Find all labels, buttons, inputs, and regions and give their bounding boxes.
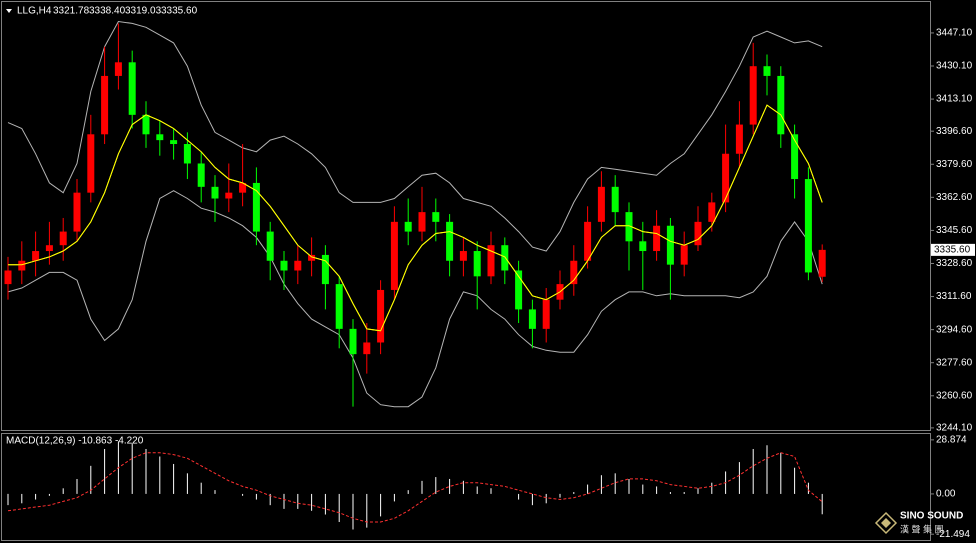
candle-body — [763, 66, 771, 76]
candle-body — [390, 221, 398, 290]
candle-body — [570, 260, 578, 285]
candle-body — [791, 134, 799, 180]
candle-body — [183, 144, 191, 164]
y-tick-label: 3379.60 — [936, 159, 973, 170]
y-tick-label: 3345.60 — [936, 225, 973, 236]
candle-body — [266, 231, 274, 261]
bollinger-band — [7, 20, 823, 252]
y-tick-label: 3277.60 — [936, 357, 973, 368]
candle-body — [432, 212, 440, 222]
candle-body — [404, 221, 412, 232]
candle-body — [45, 245, 53, 252]
macd-tick-label: -21.494 — [936, 529, 970, 540]
candle-body — [128, 62, 136, 115]
candle-body — [114, 62, 122, 76]
candle-body — [377, 289, 385, 343]
symbol-title: LLG,H4 — [17, 6, 52, 17]
y-tick-label: 3328.60 — [936, 258, 973, 269]
y-tick-label: 3413.10 — [936, 94, 973, 105]
macd-tick-label: 28.874 — [936, 434, 967, 445]
candle-body — [473, 251, 481, 277]
candle-body — [335, 284, 343, 329]
candle-body — [680, 245, 688, 265]
moving-average — [8, 104, 823, 332]
candle-body — [639, 241, 647, 252]
macd-tick-label: 0.00 — [936, 489, 956, 500]
candle-body — [694, 221, 702, 246]
brand: SINO SOUND — [900, 511, 963, 522]
watermark: SINO SOUND 漢 聲 集 團 — [874, 511, 963, 535]
candle-body — [666, 225, 674, 265]
candle-body — [735, 124, 743, 154]
logo-core — [881, 518, 891, 528]
candle-body — [225, 192, 233, 199]
main-panel-frame — [1, 1, 931, 431]
bollinger-band — [7, 190, 823, 408]
y-tick-label: 3447.10 — [936, 28, 973, 39]
candle-body — [280, 260, 288, 271]
candle-body — [363, 342, 371, 355]
candle-body — [597, 186, 605, 222]
bar-close: 3335.60 — [161, 6, 198, 17]
candle-body — [818, 249, 826, 277]
current-price-label: 3335.60 — [934, 245, 971, 256]
candle-body — [501, 245, 509, 271]
candle-body — [515, 270, 523, 310]
candle-body — [252, 182, 260, 232]
candle-body — [722, 153, 730, 203]
candle-body — [101, 75, 109, 135]
y-tick-label: 3362.60 — [936, 192, 973, 203]
candle-body — [73, 192, 81, 232]
candle-body — [418, 212, 426, 232]
candle-body — [156, 134, 164, 141]
candle-body — [4, 270, 12, 285]
candle-body — [170, 140, 178, 145]
bar-high: 3338.40 — [89, 6, 126, 17]
brand-subtitle: 漢 聲 集 團 — [900, 523, 944, 534]
y-tick-label: 3311.60 — [936, 291, 972, 302]
candle-body — [308, 254, 316, 261]
candle-body — [653, 225, 661, 252]
candle-body — [528, 309, 536, 329]
y-tick-label: 3396.60 — [936, 126, 973, 137]
current-price-box — [931, 243, 975, 256]
menu-arrow[interactable] — [6, 9, 12, 13]
candle-body — [584, 221, 592, 261]
candle-body — [211, 186, 219, 199]
candle-body — [239, 182, 247, 193]
macd-signal — [7, 452, 823, 523]
logo — [874, 511, 898, 535]
candle-body — [59, 231, 67, 246]
candle-body — [804, 179, 812, 273]
y-tick-label: 3430.10 — [936, 61, 973, 72]
candle-body — [294, 260, 302, 271]
candle-body — [197, 163, 205, 187]
candle-body — [542, 299, 550, 329]
candle-body — [459, 251, 467, 261]
candle-body — [625, 212, 633, 242]
candle-body — [708, 202, 716, 222]
candle-body — [142, 114, 150, 135]
candle-body — [446, 221, 454, 261]
macd-panel-frame — [1, 433, 931, 541]
candle-body — [611, 186, 619, 213]
candle-body — [349, 328, 357, 355]
bar-open: 3321.78 — [53, 6, 90, 17]
candle-body — [87, 134, 95, 193]
candle-body — [321, 254, 329, 285]
y-tick-label: 3294.60 — [936, 324, 973, 335]
candle-body — [487, 245, 495, 277]
candle-body — [32, 251, 40, 261]
candle-body — [749, 66, 757, 125]
bar-low: 3319.03 — [125, 6, 162, 17]
candle-body — [18, 260, 26, 271]
y-tick-label: 3244.10 — [936, 423, 973, 434]
candle-body — [777, 75, 785, 135]
y-tick-label: 3260.60 — [936, 390, 973, 401]
macd-label: MACD(12,26,9) -10.863 -4.220 — [6, 436, 144, 447]
